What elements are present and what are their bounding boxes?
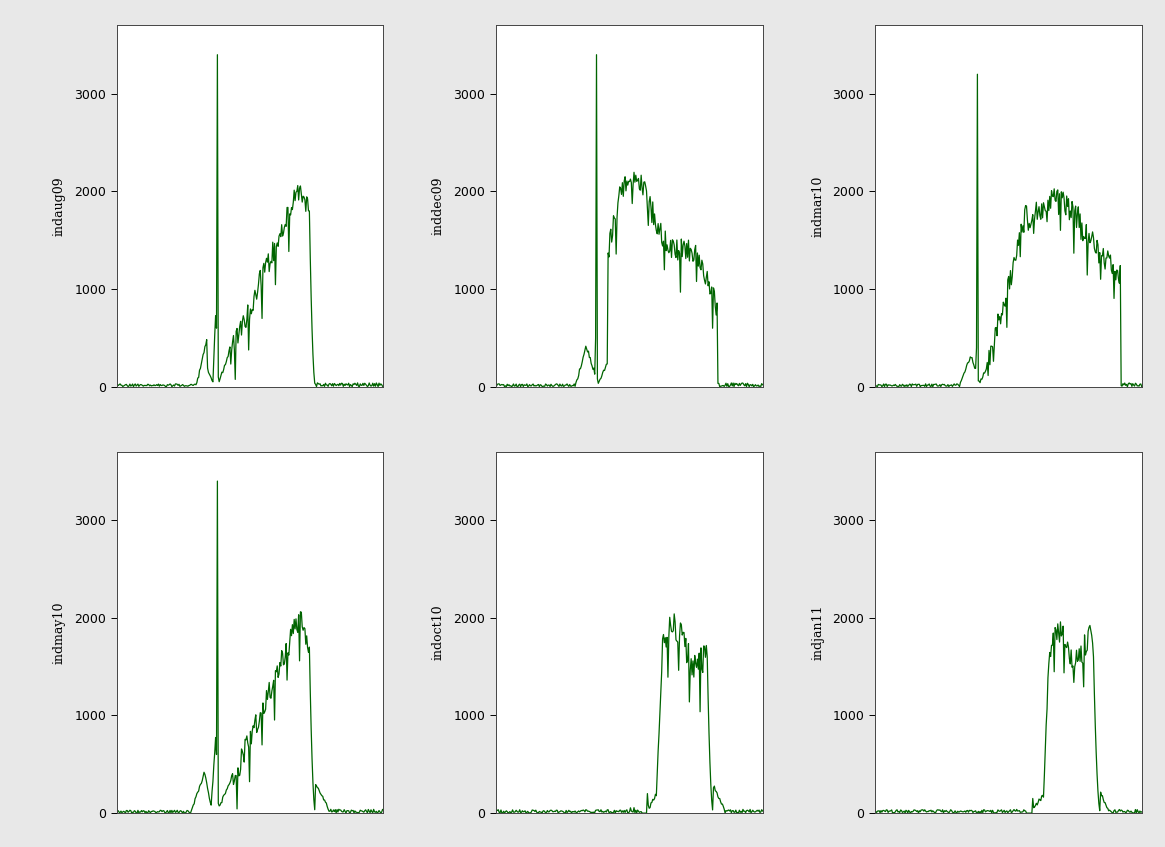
Y-axis label: indmar10: indmar10 <box>811 175 824 237</box>
Y-axis label: indaug09: indaug09 <box>52 176 66 236</box>
Y-axis label: indoct10: indoct10 <box>432 605 445 661</box>
Y-axis label: inddec09: inddec09 <box>432 177 445 235</box>
Y-axis label: indjan11: indjan11 <box>811 605 824 660</box>
Y-axis label: indmay10: indmay10 <box>52 601 66 664</box>
